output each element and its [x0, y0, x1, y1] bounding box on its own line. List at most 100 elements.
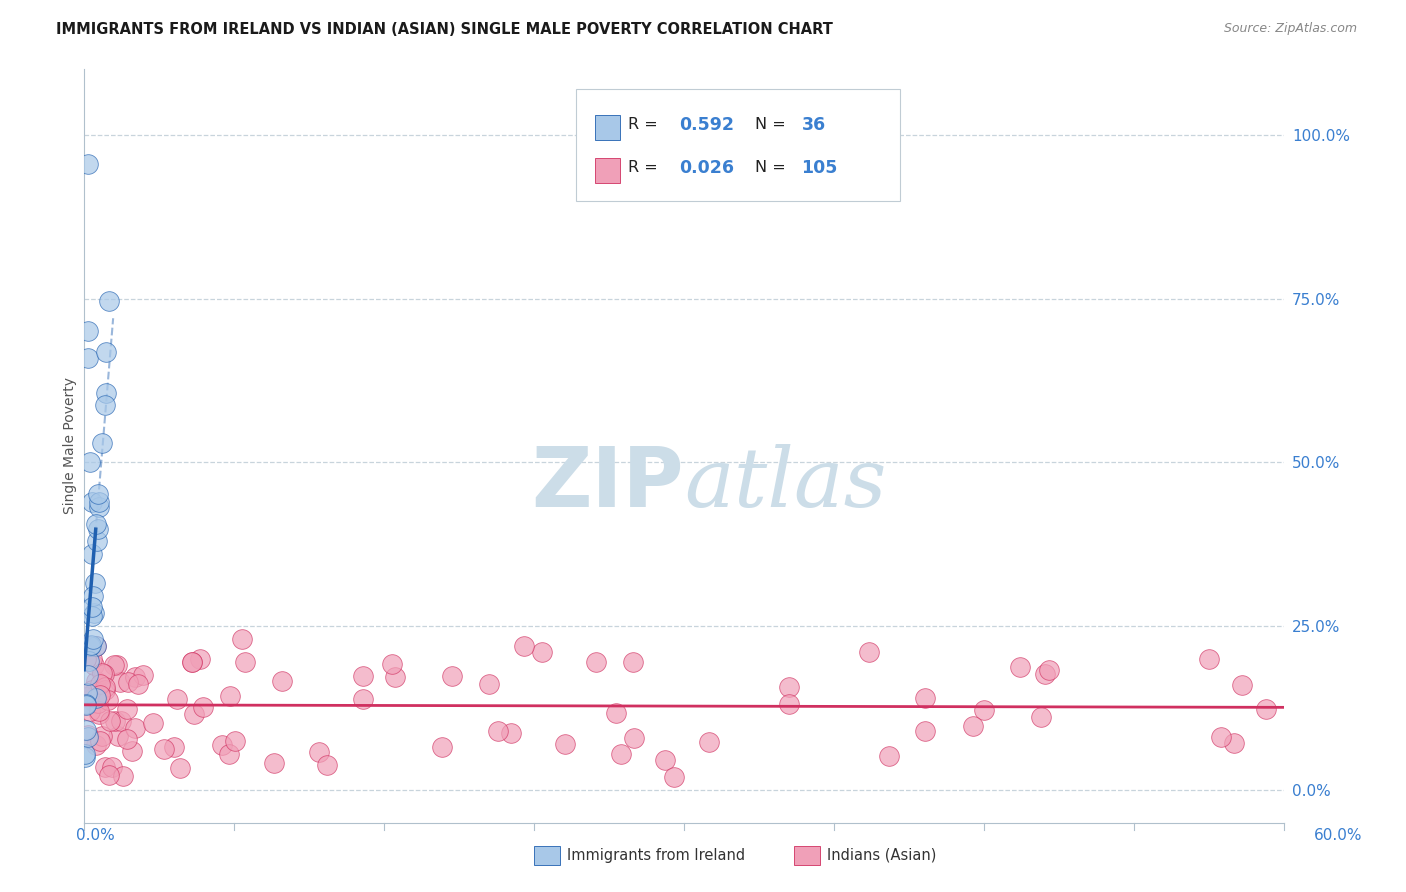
Text: Source: ZipAtlas.com: Source: ZipAtlas.com	[1223, 22, 1357, 36]
Y-axis label: Single Male Poverty: Single Male Poverty	[63, 377, 77, 515]
Point	[531, 645, 554, 659]
Point	[316, 758, 339, 772]
Point	[879, 749, 901, 764]
Point	[105, 658, 128, 673]
Point	[107, 730, 129, 744]
Point	[84, 738, 107, 752]
Text: R =: R =	[628, 118, 664, 132]
Point	[75, 690, 97, 704]
Point	[80, 608, 103, 623]
Point	[91, 665, 114, 680]
Point	[75, 723, 97, 738]
Point	[80, 638, 103, 652]
Point	[80, 547, 103, 561]
Point	[76, 686, 98, 700]
Point	[97, 692, 120, 706]
Point	[1035, 667, 1057, 681]
Point	[79, 455, 101, 469]
Point	[352, 692, 374, 706]
Point	[124, 721, 146, 735]
Point	[83, 697, 105, 711]
Point	[82, 599, 104, 614]
Point	[610, 747, 633, 761]
Point	[82, 632, 104, 646]
Point	[98, 714, 121, 729]
Point	[180, 655, 202, 669]
Point	[83, 657, 105, 672]
Point	[441, 669, 464, 683]
Point	[82, 652, 104, 666]
Point	[132, 667, 155, 681]
Point	[1008, 659, 1031, 673]
Point	[80, 683, 103, 698]
Point	[77, 728, 100, 742]
Point	[1198, 652, 1220, 666]
Point	[193, 699, 215, 714]
Point	[83, 606, 105, 620]
Point	[1029, 710, 1052, 724]
Point	[77, 324, 100, 338]
Point	[83, 576, 105, 591]
Point	[858, 645, 880, 659]
Point	[554, 737, 576, 751]
Point	[124, 670, 146, 684]
Point	[127, 677, 149, 691]
Point	[79, 704, 101, 718]
Text: ZIP: ZIP	[531, 443, 683, 524]
Point	[1254, 702, 1277, 716]
Text: IMMIGRANTS FROM IRELAND VS INDIAN (ASIAN) SINGLE MALE POVERTY CORRELATION CHART: IMMIGRANTS FROM IRELAND VS INDIAN (ASIAN…	[56, 22, 834, 37]
Point	[94, 386, 117, 401]
Point	[263, 756, 285, 770]
Point	[77, 157, 100, 171]
Point	[77, 351, 100, 365]
Point	[75, 652, 97, 666]
Text: 0.592: 0.592	[679, 116, 734, 134]
Point	[87, 500, 110, 514]
Point	[94, 680, 117, 694]
Point	[79, 692, 101, 706]
Point	[89, 704, 111, 718]
Point	[96, 345, 118, 359]
Point	[381, 657, 404, 671]
Point	[1230, 678, 1253, 692]
Point	[80, 494, 103, 508]
Text: N =: N =	[755, 161, 792, 175]
Point	[104, 714, 127, 729]
Point	[169, 761, 191, 775]
Point	[101, 760, 124, 774]
Point	[308, 746, 330, 760]
Point	[585, 655, 607, 669]
Point	[697, 734, 720, 748]
Point	[103, 658, 125, 673]
Point	[486, 724, 509, 739]
Point	[89, 688, 111, 702]
Text: 36: 36	[801, 116, 825, 134]
Point	[75, 750, 97, 764]
Point	[98, 768, 121, 782]
Point	[662, 770, 685, 784]
Point	[87, 522, 110, 536]
Point	[384, 670, 406, 684]
Point	[115, 731, 138, 746]
Point	[621, 655, 644, 669]
Point	[84, 691, 107, 706]
Point	[219, 689, 242, 703]
Point	[84, 639, 107, 653]
Point	[110, 714, 132, 728]
Point	[499, 725, 522, 739]
Point	[79, 639, 101, 653]
Point	[97, 294, 120, 309]
Point	[87, 707, 110, 722]
Point	[84, 517, 107, 532]
Point	[75, 697, 97, 711]
Point	[86, 534, 108, 549]
Point	[478, 676, 501, 690]
Point	[111, 769, 134, 783]
Text: R =: R =	[628, 161, 664, 175]
Point	[91, 729, 114, 743]
Point	[778, 697, 800, 711]
Point	[142, 716, 165, 731]
Point	[87, 696, 110, 710]
Point	[1211, 730, 1233, 744]
Point	[73, 747, 96, 762]
